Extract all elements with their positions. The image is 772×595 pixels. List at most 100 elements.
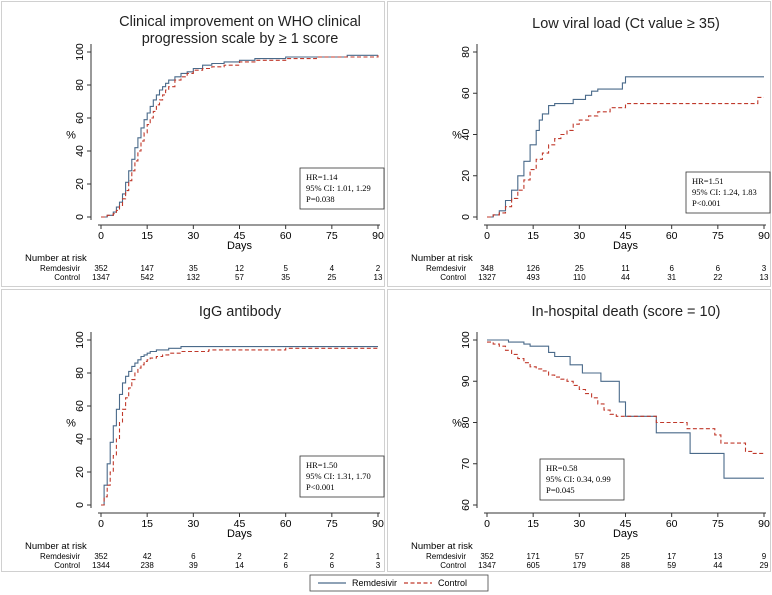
chart-panel-3: IgG antibody 0 20 40 60 80 100% 0 15 30 45 60 75 90 Da… bbox=[1, 289, 385, 572]
control-curve bbox=[487, 341, 764, 454]
x-tick-label: 15 bbox=[527, 230, 539, 242]
x-axis-label: Days bbox=[227, 528, 253, 540]
control-curve bbox=[101, 55, 379, 218]
at-risk-value: 5 bbox=[283, 264, 288, 273]
x-tick-label: 45 bbox=[234, 518, 246, 530]
y-tick-label: 100 bbox=[74, 43, 86, 61]
y-tick-label: 100 bbox=[74, 331, 86, 349]
at-risk-value: 1347 bbox=[92, 273, 110, 282]
x-tick-label: 90 bbox=[758, 518, 770, 530]
chart-title: progression scale by ≥ 1 score bbox=[142, 31, 339, 47]
at-risk-value: 31 bbox=[667, 273, 676, 282]
y-axis-label: % bbox=[66, 130, 76, 142]
at-risk-value: 3 bbox=[376, 561, 381, 570]
at-risk-row-label: Remdesivir bbox=[426, 264, 466, 273]
chart-title: Clinical improvement on WHO clinical bbox=[119, 14, 361, 30]
y-axis-label: % bbox=[452, 418, 462, 430]
at-risk-value: 6 bbox=[716, 264, 721, 273]
y-tick-label: 100 bbox=[460, 331, 472, 349]
y-tick-label: 90 bbox=[460, 375, 472, 387]
at-risk-value: 25 bbox=[621, 552, 630, 561]
panel-frame bbox=[387, 1, 771, 287]
x-tick-label: 30 bbox=[573, 230, 585, 242]
x-tick-label: 60 bbox=[666, 518, 678, 530]
at-risk-value: 2 bbox=[283, 552, 288, 561]
x-tick-label: 90 bbox=[372, 518, 384, 530]
legend-label-control: Control bbox=[438, 578, 467, 588]
at-risk-value: 57 bbox=[235, 273, 244, 282]
stats-line: 95% CI: 1.24, 1.83 bbox=[692, 187, 757, 197]
y-tick-label: 20 bbox=[74, 466, 86, 478]
x-tick-label: 30 bbox=[573, 518, 585, 530]
at-risk-value: 1 bbox=[376, 552, 381, 561]
x-tick-label: 60 bbox=[280, 518, 292, 530]
at-risk-value: 179 bbox=[573, 561, 587, 570]
y-tick-label: 40 bbox=[460, 129, 472, 141]
stats-line: HR=0.58 bbox=[546, 463, 577, 473]
x-tick-label: 15 bbox=[527, 518, 539, 530]
at-risk-value: 29 bbox=[760, 561, 769, 570]
at-risk-value: 44 bbox=[713, 561, 722, 570]
legend-frame bbox=[309, 574, 489, 592]
at-risk-value: 44 bbox=[621, 273, 630, 282]
at-risk-value: 1344 bbox=[92, 561, 110, 570]
at-risk-value: 39 bbox=[189, 561, 198, 570]
x-tick-label: 0 bbox=[98, 518, 104, 530]
stats-line: P=0.038 bbox=[306, 194, 335, 204]
at-risk-value: 126 bbox=[526, 264, 540, 273]
stats-line: HR=1.50 bbox=[306, 460, 337, 470]
at-risk-value: 352 bbox=[480, 552, 494, 561]
y-tick-label: 70 bbox=[460, 458, 472, 470]
at-risk-row-label: Remdesivir bbox=[426, 552, 466, 561]
at-risk-value: 6 bbox=[283, 561, 288, 570]
chart-title: Low viral load (Ct value ≥ 35) bbox=[532, 16, 720, 32]
at-risk-value: 132 bbox=[187, 273, 201, 282]
at-risk-value: 35 bbox=[281, 273, 290, 282]
at-risk-value: 4 bbox=[330, 264, 335, 273]
at-risk-title: Number at risk bbox=[411, 541, 473, 552]
at-risk-title: Number at risk bbox=[411, 253, 473, 264]
x-tick-label: 0 bbox=[484, 230, 490, 242]
chart-panel-1: Clinical improvement on WHO clinicalprog… bbox=[1, 1, 385, 287]
at-risk-value: 2 bbox=[376, 264, 381, 273]
x-axis-label: Days bbox=[613, 528, 639, 540]
at-risk-value: 12 bbox=[235, 264, 244, 273]
at-risk-value: 25 bbox=[327, 273, 336, 282]
at-risk-value: 3 bbox=[762, 264, 767, 273]
at-risk-title: Number at risk bbox=[25, 253, 87, 264]
y-tick-label: 80 bbox=[74, 79, 86, 91]
x-tick-label: 75 bbox=[326, 230, 338, 242]
y-tick-label: 80 bbox=[74, 367, 86, 379]
at-risk-value: 25 bbox=[575, 264, 584, 273]
y-tick-label: 0 bbox=[460, 214, 472, 220]
at-risk-value: 352 bbox=[94, 552, 108, 561]
at-risk-value: 6 bbox=[191, 552, 196, 561]
stats-line: 95% CI: 1.31, 1.70 bbox=[306, 471, 371, 481]
at-risk-row-label: Remdesivir bbox=[40, 552, 80, 561]
y-tick-label: 60 bbox=[74, 400, 86, 412]
stats-line: P<0.001 bbox=[306, 482, 335, 492]
chart-panel-4: In-hospital death (score = 10)6070809010… bbox=[387, 289, 771, 572]
remdesivir-curve bbox=[101, 54, 378, 218]
x-tick-label: 45 bbox=[620, 518, 632, 530]
y-tick-label: 20 bbox=[74, 178, 86, 190]
stats-line: 95% CI: 0.34, 0.99 bbox=[546, 474, 611, 484]
at-risk-row-label: Control bbox=[54, 561, 80, 570]
at-risk-value: 1347 bbox=[478, 561, 496, 570]
at-risk-value: 13 bbox=[374, 273, 383, 282]
stats-line: 95% CI: 1.01, 1.29 bbox=[306, 183, 371, 193]
at-risk-value: 542 bbox=[140, 273, 154, 282]
y-tick-label: 0 bbox=[74, 502, 86, 508]
control-curve bbox=[487, 96, 764, 218]
at-risk-value: 147 bbox=[140, 264, 154, 273]
at-risk-value: 2 bbox=[237, 552, 242, 561]
stats-box-frame bbox=[539, 458, 625, 501]
at-risk-value: 17 bbox=[667, 552, 676, 561]
legend-label-remdesivir: Remdesivir bbox=[352, 578, 397, 588]
at-risk-value: 14 bbox=[235, 561, 244, 570]
at-risk-value: 57 bbox=[575, 552, 584, 561]
